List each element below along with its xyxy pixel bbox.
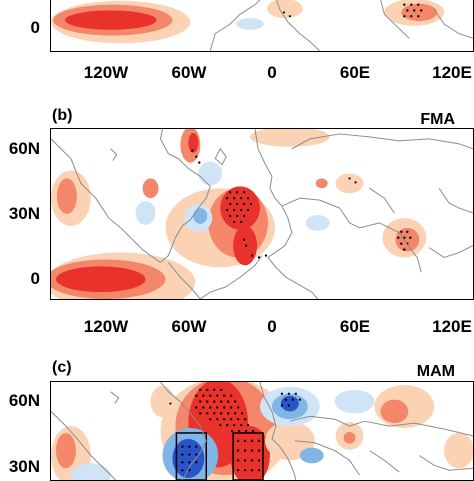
panel-c-significance-stipple [169, 388, 302, 472]
panel-c-season: MAM [416, 363, 455, 380]
panel-b-significance-stipple [191, 149, 412, 259]
panel-b-xtick-120e: 120E [432, 317, 472, 336]
panel-c-box-west [175, 432, 208, 480]
panel-a-map [50, 0, 474, 52]
panel-c-label: (c) [52, 359, 72, 376]
panel-b-label: (b) [52, 107, 73, 124]
panel-b-xtick-60e: 60E [339, 317, 371, 336]
panel-b-season: FMA [420, 111, 455, 128]
panel-b-coastlines [51, 129, 473, 299]
panel-a-xtick-60w: 60W [171, 63, 207, 82]
panel-a-ytick-0: 0 [30, 18, 40, 37]
panel-b-field [51, 129, 473, 299]
panel-b-xtick-0: 0 [267, 317, 277, 336]
panel-a-xtick-0: 0 [267, 63, 277, 82]
panel-b-xtick-120w: 120W [83, 317, 129, 336]
panel-a-field [51, 0, 473, 51]
panel-c-ytick-30n: 30N [8, 457, 40, 476]
panel-c-field [51, 382, 473, 480]
panel-a-xtick-120e: 120E [432, 63, 472, 82]
panel-b-map [50, 128, 474, 300]
panel-c-box-east [232, 432, 264, 480]
panel-c-coastlines [51, 382, 473, 480]
panel-b-ytick-30n: 30N [8, 204, 40, 223]
panel-c-map [50, 381, 474, 481]
panel-c-ytick-60n: 60N [8, 391, 40, 410]
panel-a-xtick-60e: 60E [339, 63, 371, 82]
panel-b-ytick-60n: 60N [8, 139, 40, 158]
panel-a-xtick-120w: 120W [83, 63, 129, 82]
panel-b-ytick-0: 0 [30, 269, 40, 288]
panel-b-xtick-60w: 60W [171, 317, 207, 336]
